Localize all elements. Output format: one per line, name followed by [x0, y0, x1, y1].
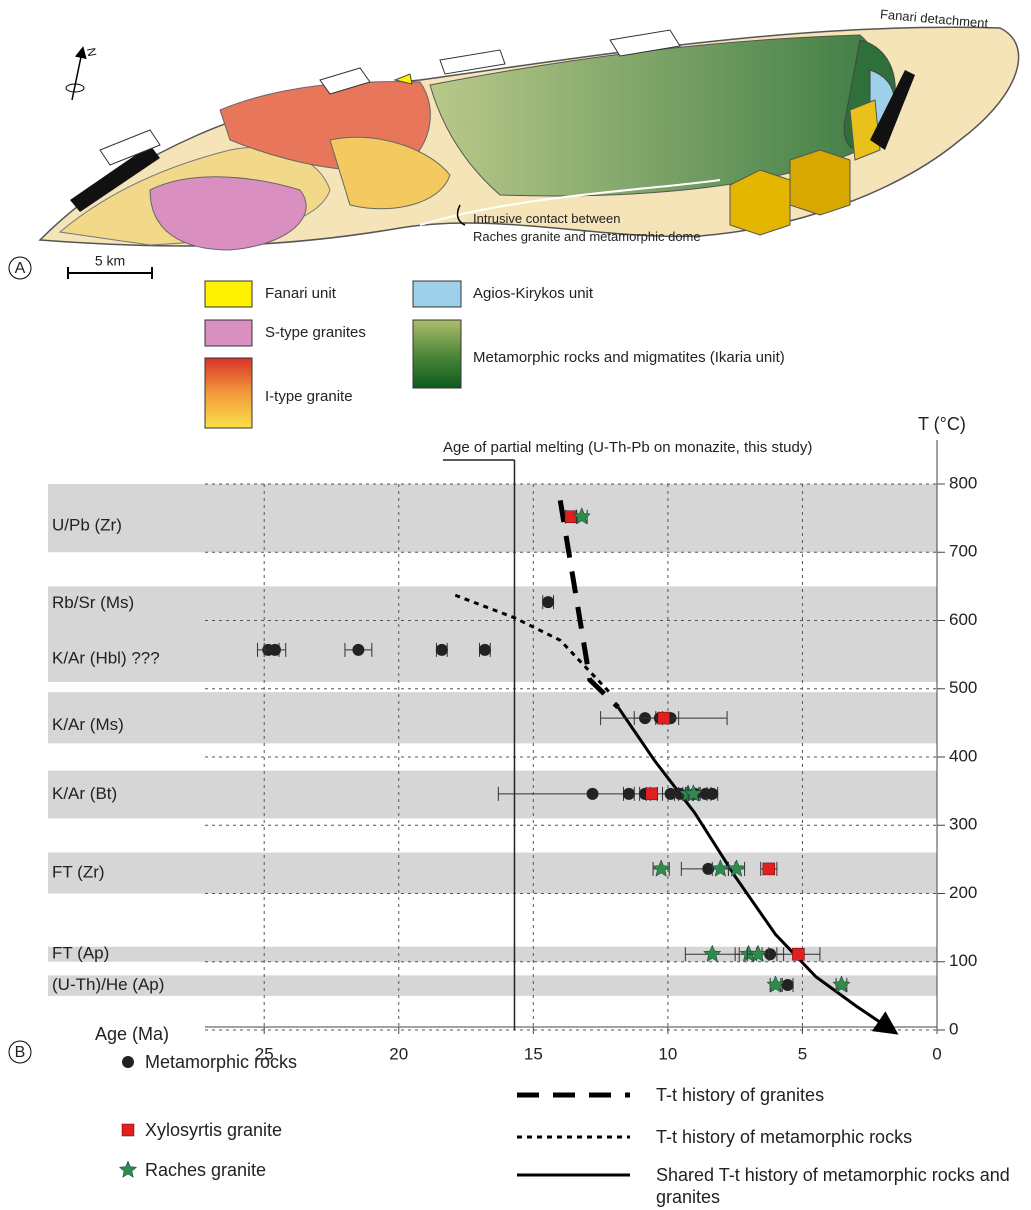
y-tick-label: 100 [949, 951, 977, 970]
data-point [572, 507, 591, 525]
contact-line: Intrusive contact between [473, 211, 620, 226]
data-point [622, 787, 635, 800]
tt-curve [454, 593, 612, 694]
band-label: FT (Zr) [52, 863, 105, 882]
data-point [664, 787, 677, 800]
data-point [435, 643, 448, 656]
band-label: U/Pb (Zr) [52, 516, 122, 535]
map-legend-label: S-type granites [265, 324, 366, 341]
y-tick-label: 200 [949, 883, 977, 902]
x-tick-label: 15 [524, 1044, 543, 1063]
tt-curve [557, 499, 620, 709]
y-axis-title: T (°C) [918, 414, 966, 434]
x-tick-label: 0 [932, 1044, 941, 1063]
temperature-band [48, 975, 937, 996]
data-point [586, 787, 599, 800]
data-point [727, 859, 746, 877]
temperature-band [48, 692, 937, 744]
data-point [645, 787, 658, 801]
annotation-text: Age of partial melting (U-Th-Pb on monaz… [443, 439, 812, 456]
data-point [748, 944, 768, 963]
data-point [764, 948, 777, 961]
data-point [542, 596, 555, 609]
data-point [706, 787, 719, 800]
data-point [766, 975, 785, 993]
band-label: FT (Ap) [52, 944, 109, 963]
legend-label: T-t history of metamorphic rocks [656, 1127, 913, 1147]
band-label: K/Ar (Hbl) ??? [52, 649, 160, 668]
x-axis-title: Age (Ma) [95, 1024, 169, 1044]
temperature-band [48, 852, 937, 894]
data-point [781, 978, 794, 991]
temperature-band [48, 770, 937, 819]
map [8, 26, 1020, 1064]
legend-marker [118, 1160, 138, 1178]
legend-label: Raches granite [145, 1160, 267, 1180]
legend-label: Xylosyrtis granite [145, 1120, 283, 1140]
legend-label: T-t history of granites [656, 1085, 825, 1105]
band-label: (U-Th)/He (Ap) [52, 975, 164, 994]
data-point [711, 859, 730, 877]
data-point [703, 944, 722, 963]
map-legend-label: Agios-Kirykos unit [473, 285, 594, 302]
panel-label: A [15, 260, 26, 277]
legend-label: Metamorphic rocks [145, 1052, 298, 1072]
temperature-band [48, 586, 937, 621]
data-point [832, 975, 851, 993]
x-tick-label: 25 [255, 1044, 274, 1063]
map-legend-label: Metamorphic rocks and migmatites (Ikaria… [473, 349, 785, 366]
y-tick-label: 400 [949, 746, 977, 765]
y-tick-label: 700 [949, 542, 977, 561]
data-point [651, 859, 671, 877]
north-label: N [84, 47, 99, 58]
y-tick-label: 600 [949, 610, 977, 629]
legend-label: Shared T-t history of metamorphic rocks … [656, 1165, 1010, 1207]
y-tick-label: 300 [949, 815, 977, 834]
x-tick-label: 5 [798, 1044, 807, 1063]
tt-curve [616, 706, 899, 1035]
data-point [792, 947, 805, 961]
legend-marker [121, 1123, 135, 1137]
chart: U/Pb (Zr) Rb/Sr (Ms) K/Ar (Hbl) ??? K/Ar (M… [48, 414, 977, 1178]
x-tick-label: 10 [658, 1044, 677, 1063]
data-point [352, 643, 365, 656]
y-tick-label: 800 [949, 473, 977, 492]
data-point [657, 711, 671, 725]
panel-label: B [15, 1044, 26, 1061]
scale-label: 5 km [95, 253, 125, 269]
map-legend-label: I-type granite [265, 388, 353, 405]
x-tick-label: 20 [389, 1044, 408, 1063]
band-label: K/Ar (Bt) [52, 784, 117, 803]
y-tick-label: 0 [949, 1019, 958, 1038]
data-point [564, 510, 578, 524]
band-label: Rb/Sr (Ms) [52, 593, 134, 612]
temperature-band [48, 620, 937, 682]
band-label: K/Ar (Ms) [52, 715, 124, 734]
legend-marker [122, 1056, 134, 1068]
map-legend-label: Fanari unit [265, 285, 337, 302]
y-tick-label: 500 [949, 678, 977, 697]
data-point [268, 643, 281, 656]
data-point [478, 643, 491, 656]
contact-label: Intrusive contact between Raches granite… [473, 211, 701, 244]
contact-line: Raches granite and metamorphic dome [473, 229, 701, 244]
data-point [684, 784, 703, 802]
temperature-band [48, 484, 937, 553]
data-point [762, 862, 776, 876]
